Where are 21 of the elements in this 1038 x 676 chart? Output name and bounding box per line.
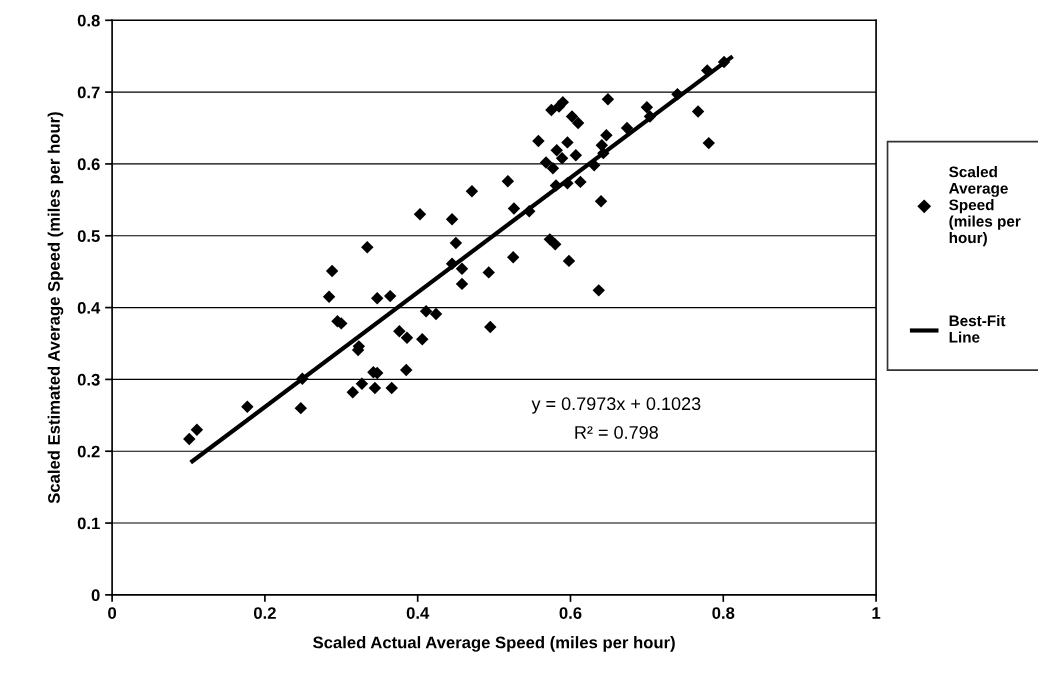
annotation: y = 0.7973x + 0.1023 [531,397,701,414]
y-tick-label: 0.8 [77,14,100,27]
y-tick-label: 0 [91,589,100,602]
x-tick-label: 1 [872,607,881,619]
y-tick-label: 0.3 [77,373,100,386]
x-axis-title: Scaled Actual Average Speed (miles per hour) [313,636,675,652]
legend-label: Best-Fit Line [949,314,1006,343]
y-tick-label: 0.7 [77,86,100,99]
y-tick-label: 0.1 [77,517,100,530]
x-tick-label: 0.2 [253,607,276,619]
x-tick-label: 0 [108,607,117,619]
y-tick-label: 0.2 [77,445,100,458]
x-tick-label: 0.6 [559,607,582,619]
y-tick-label: 0.6 [77,158,100,171]
annotation: R² = 0.798 [575,426,658,439]
y-tick-label: 0.4 [77,301,101,314]
x-tick-label: 0.8 [712,607,735,619]
y-tick-label: 0.5 [77,230,100,242]
x-tick-label: 0.4 [406,607,430,619]
legend-label: Scaled Average Speed (miles per hour) [949,166,1021,247]
y-axis-title: Scaled Estimated Average Speed (miles per hour) [47,112,64,504]
